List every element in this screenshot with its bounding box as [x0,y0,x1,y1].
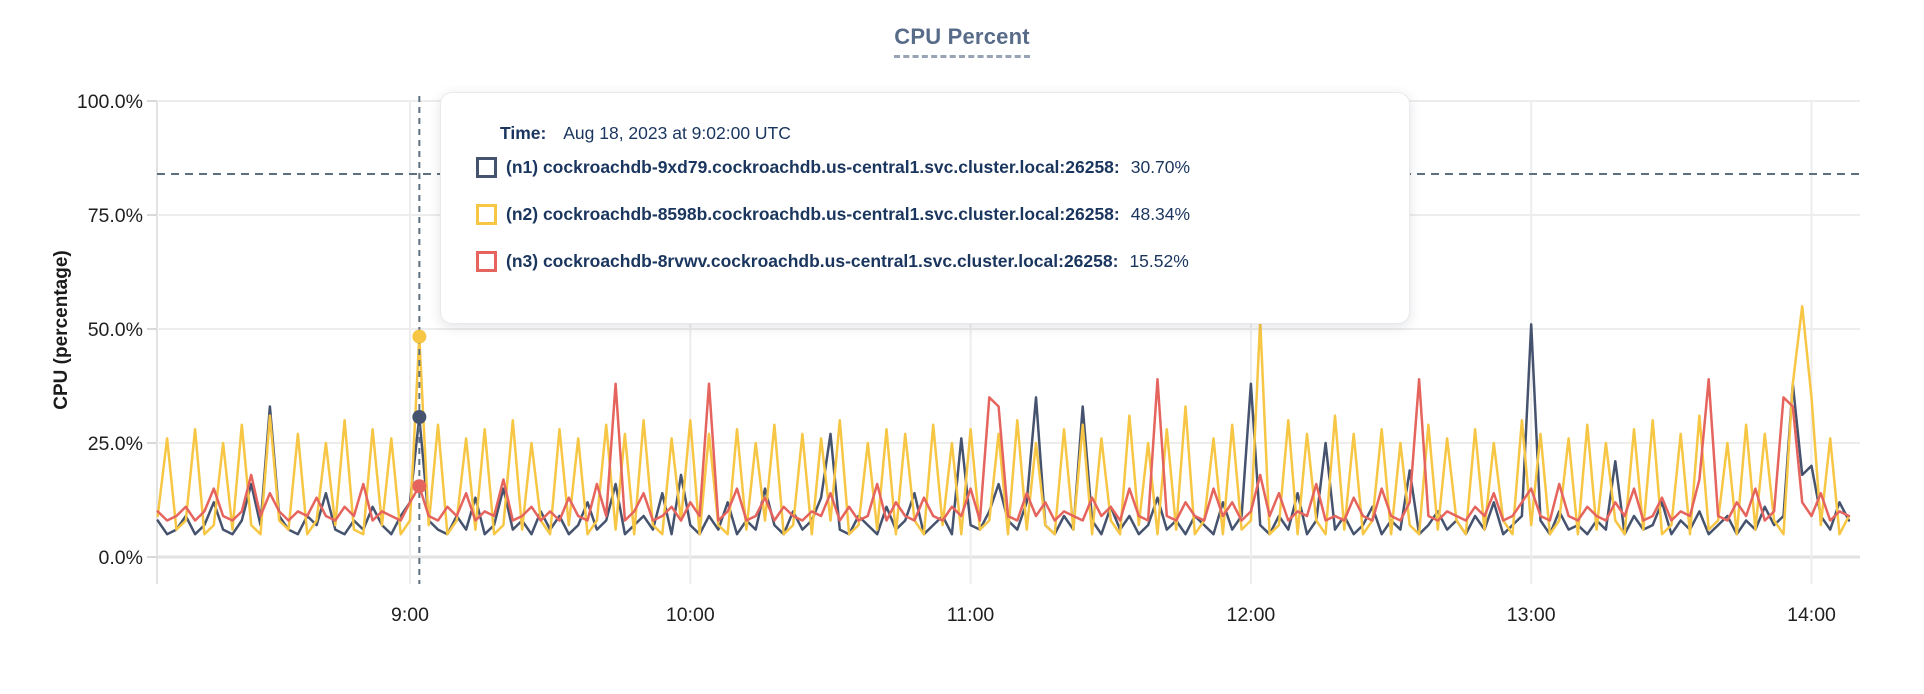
hover-dot-n1 [412,410,427,425]
series-line-n3 [156,377,1851,522]
series-n2-swatch-icon [476,204,497,225]
series-n2-label: (n2) cockroachdb-8598b.cockroachdb.us-ce… [506,204,1120,224]
x-tick-label: 12:00 [1226,604,1275,626]
series-n3-swatch-icon [476,251,497,272]
y-tick-label: 100.0% [77,91,143,113]
x-tick-label: 10:00 [666,604,715,626]
tooltip-series-row: (n3) cockroachdb-8rvwv.cockroachdb.us-ce… [476,238,1409,285]
y-axis-label: CPU (percentage) [51,250,72,410]
series-n1-value: 30.70% [1130,157,1191,177]
y-tick-label: 0.0% [99,547,143,569]
y-tick-label: 50.0% [88,319,143,341]
series-n1-label: (n1) cockroachdb-9xd79.cockroachdb.us-ce… [506,157,1120,177]
hover-tooltip: Time: Aug 18, 2023 at 9:02:00 UTC (n1) c… [440,92,1410,324]
hover-dot-n2 [412,329,427,344]
tooltip-series-row: (n1) cockroachdb-9xd79.cockroachdb.us-ce… [476,144,1409,191]
chart-title: CPU Percent [894,24,1030,58]
series-line-n2 [156,304,1851,536]
x-tick-label: 14:00 [1787,604,1836,626]
series-line-n1 [156,323,1851,536]
series-n1-swatch-icon [476,157,497,178]
hover-dot-n3 [412,479,427,494]
series-n3-value: 15.52% [1129,251,1189,271]
x-tick-label: 11:00 [947,604,995,626]
x-tick-label: 13:00 [1507,604,1556,626]
chart-title-wrap: CPU Percent [0,24,1924,58]
y-tick-label: 75.0% [88,205,143,227]
y-tick-label: 25.0% [88,433,143,455]
tooltip-time-label: Time: [500,123,547,143]
tooltip-time-value: Aug 18, 2023 at 9:02:00 UTC [563,123,791,143]
tooltip-series-row: (n2) cockroachdb-8598b.cockroachdb.us-ce… [476,191,1409,238]
series-n3-label: (n3) cockroachdb-8rvwv.cockroachdb.us-ce… [506,251,1119,271]
series-n2-value: 48.34% [1130,204,1191,224]
tooltip-time-row: Time: Aug 18, 2023 at 9:02:00 UTC [500,123,1409,144]
x-tick-label: 9:00 [391,604,429,626]
